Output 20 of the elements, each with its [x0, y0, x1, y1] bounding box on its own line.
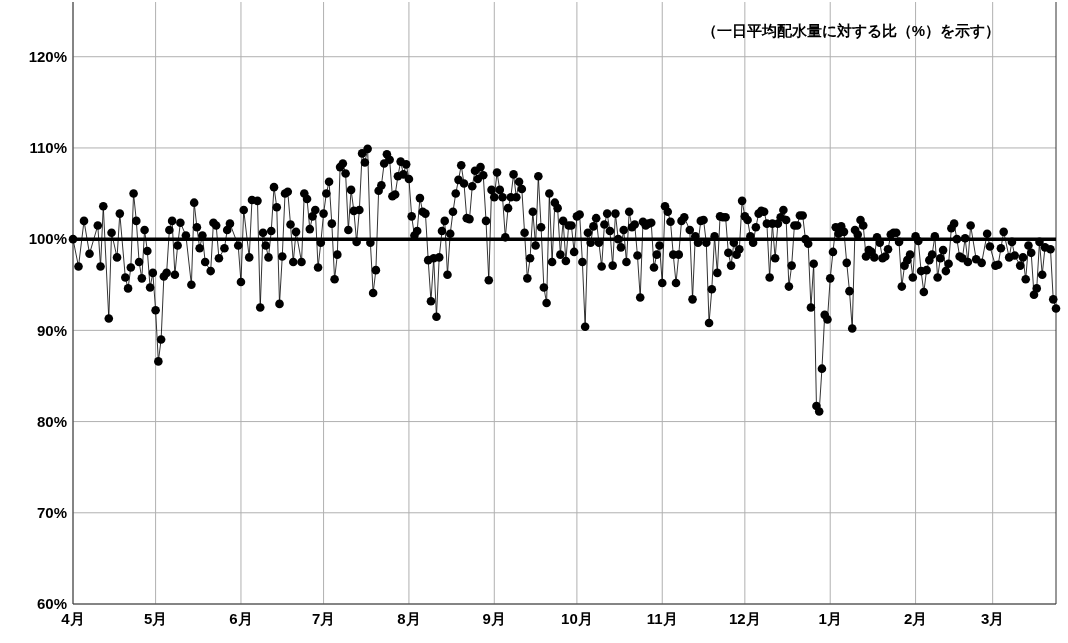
y-tick-label: 80% — [36, 412, 67, 430]
x-tick-label: 9月 — [482, 610, 506, 627]
x-tick-label: 10月 — [561, 610, 593, 627]
x-tick-label: 11月 — [646, 610, 678, 627]
x-tick-label: 6月 — [229, 610, 253, 627]
y-tick-label: 60% — [36, 595, 67, 613]
y-tick-label: 100% — [28, 230, 67, 248]
y-tick-label: 70% — [36, 504, 67, 522]
x-tick-label: 12月 — [729, 610, 761, 627]
x-tick-label: 8月 — [397, 610, 421, 627]
x-tick-label: 5月 — [143, 610, 168, 627]
annotation: （一日平均配水量に対する比（%）を示す） — [701, 22, 1000, 40]
x-tick-label: 4月 — [61, 610, 85, 627]
x-tick-label: 3月 — [981, 610, 1005, 627]
y-tick-label: 110% — [29, 139, 67, 157]
x-tick-label: 7月 — [311, 610, 336, 627]
x-tick-label: 1月 — [818, 610, 842, 627]
y-tick-label: 90% — [36, 321, 67, 339]
x-tick-label: 2月 — [903, 610, 928, 627]
y-tick-label: 120% — [28, 47, 67, 65]
